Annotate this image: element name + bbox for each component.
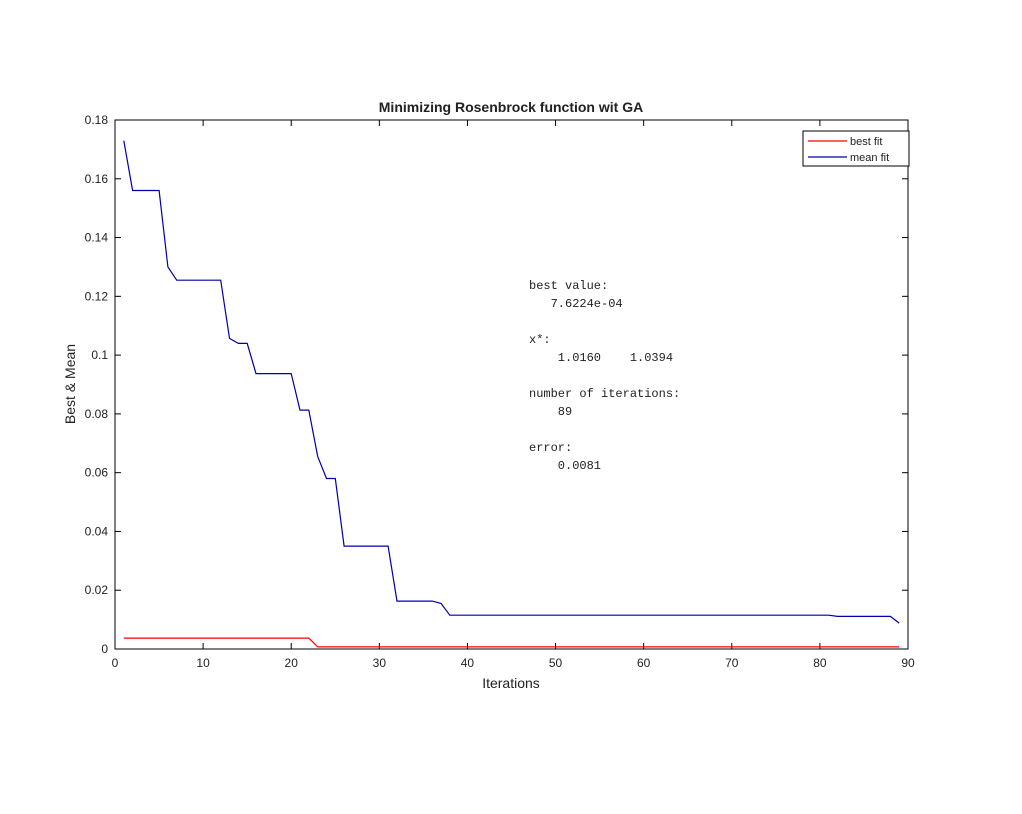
y-tick-label: 0.06 [85,466,109,480]
y-tick-label: 0.12 [85,289,109,303]
result-annotation: best value: 7.6224e-04 x*: 1.0160 1.0394 n… [529,279,680,473]
y-tick-label: 0.16 [85,172,109,186]
legend-box [802,130,910,167]
annotation-line: x*: [529,333,551,347]
annotation-line: 7.6224e-04 [529,297,623,311]
x-axis-label: Iterations [482,675,540,691]
series-line-mean-fit [123,140,900,624]
x-tick-label: 40 [461,656,475,670]
annotation-line: error: [529,441,572,455]
x-tick-label: 0 [112,656,119,670]
x-tick-label: 10 [196,656,210,670]
annotation-line: number of iterations: [529,387,680,401]
series-line-best-fit [123,637,900,648]
series-lines [123,140,900,648]
annotation-line: 1.0160 1.0394 [529,351,673,365]
y-tick-label: 0.08 [85,407,109,421]
x-tick-label: 70 [725,656,739,670]
x-tick-label: 60 [637,656,651,670]
x-tick-label: 90 [901,656,915,670]
y-axis: 0 0.02 0.04 0.06 0.08 0.1 0.12 0.14 0.16 0.18 [85,113,908,656]
y-tick-label: 0.1 [91,348,108,362]
y-tick-label: 0 [101,642,108,656]
y-tick-label: 0.18 [85,113,109,127]
y-tick-label: 0.02 [85,583,109,597]
y-tick-label: 0.14 [85,231,109,245]
axes-box [114,119,909,650]
chart-title: Minimizing Rosenbrock function wit GA [379,99,643,115]
x-tick-label: 50 [549,656,563,670]
x-tick-label: 30 [373,656,387,670]
plot-area: 0 10 20 30 40 50 60 70 80 90 0 0.02 0.04 0.06 0.08 0.1… [85,113,915,670]
y-tick-label: 0.04 [85,524,109,538]
legend: best fit mean fit [802,130,910,167]
annotation-line: 0.0081 [529,459,601,473]
x-tick-label: 20 [285,656,299,670]
x-tick-label: 80 [813,656,827,670]
annotation-line: 89 [529,405,572,419]
legend-entry: mean fit [850,152,889,164]
annotation-line: best value: [529,279,608,293]
y-axis-label: Best & Mean [62,344,78,424]
legend-entry: best fit [850,136,882,148]
x-axis: 0 10 20 30 40 50 60 70 80 90 [112,120,915,670]
